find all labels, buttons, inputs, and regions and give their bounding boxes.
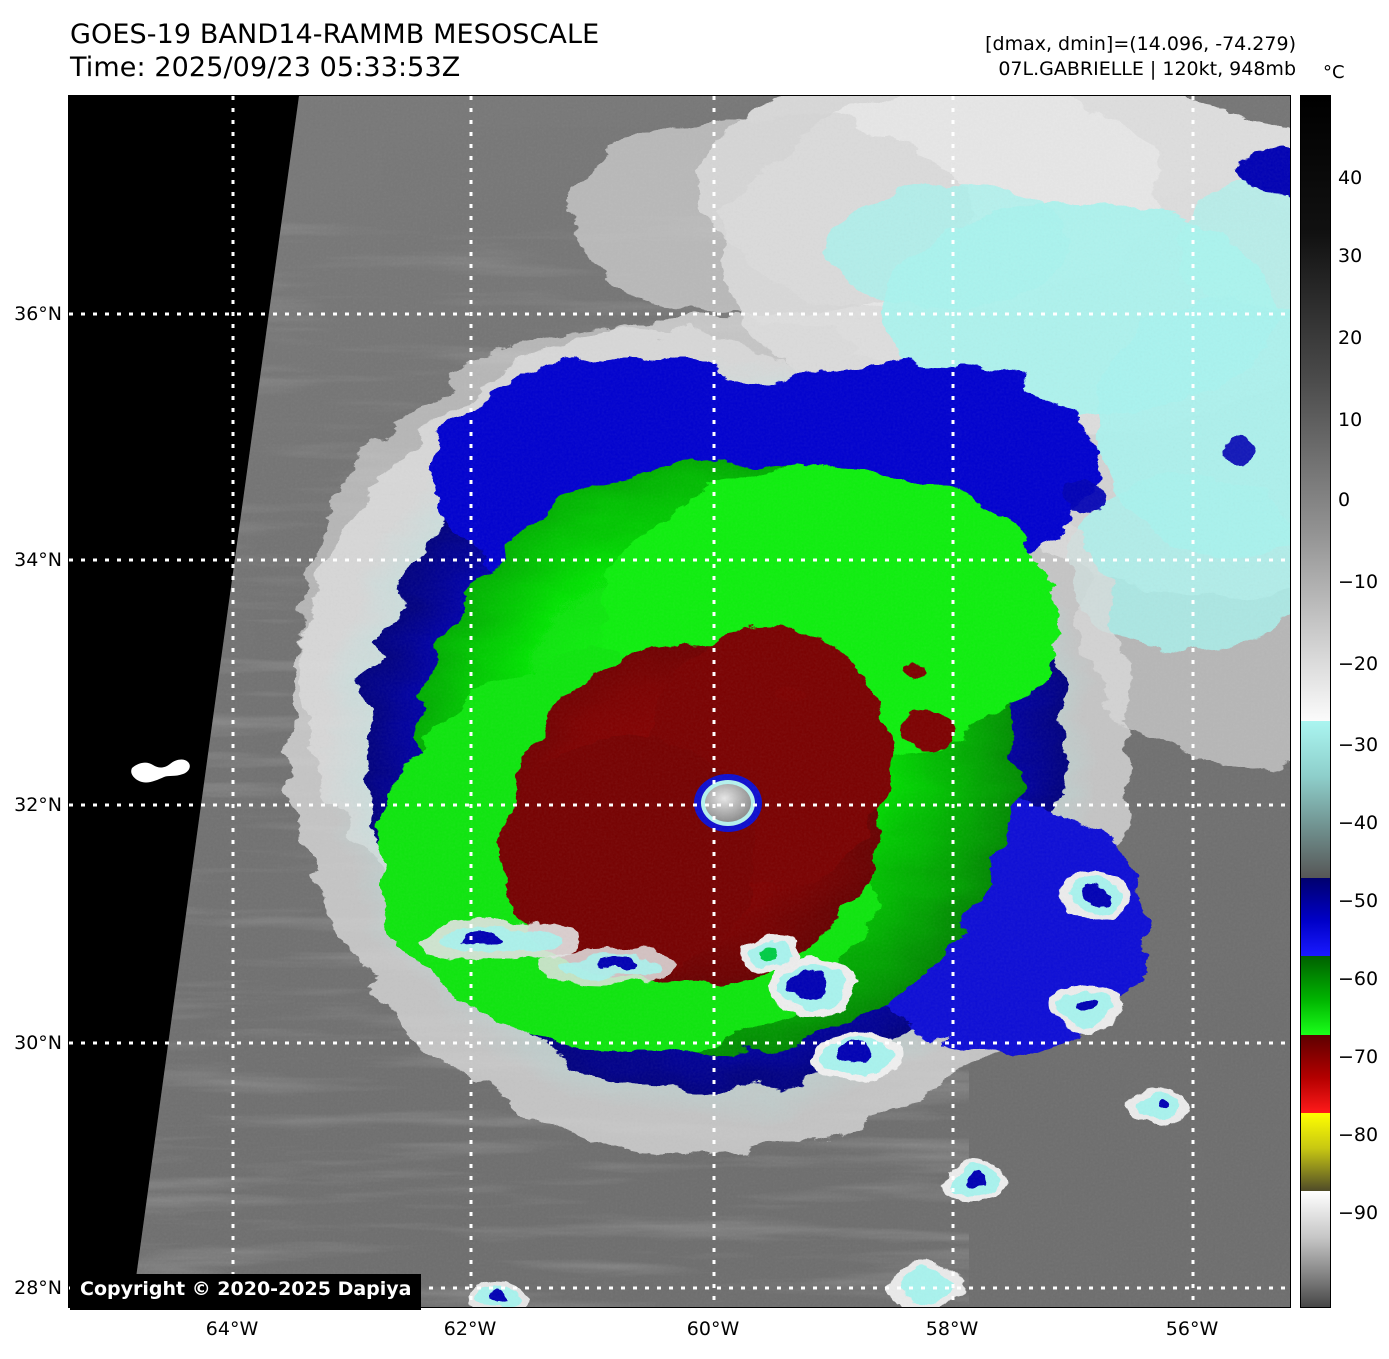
cbar-tick-m90: −90 (1338, 1202, 1379, 1224)
cbar-tick-40: 40 (1338, 167, 1363, 189)
lat-label-32n: 32°N (14, 794, 62, 816)
colorbar-unit-label: °C (1323, 62, 1345, 83)
lat-label-30n: 30°N (14, 1032, 62, 1054)
timestamp-label: Time: 2025/09/23 05:33:53Z (70, 52, 461, 83)
satellite-map[interactable] (68, 95, 1291, 1308)
colorbar (1300, 95, 1331, 1308)
lon-label-56w: 56°W (1165, 1318, 1219, 1340)
cbar-tick-20: 20 (1338, 327, 1363, 349)
storm-info-label: 07L.GABRIELLE | 120kt, 948mb (998, 58, 1296, 80)
lon-label-58w: 58°W (925, 1318, 979, 1340)
cbar-tick-m10: −10 (1338, 571, 1379, 593)
lon-label-60w: 60°W (686, 1318, 740, 1340)
cbar-tick-30: 30 (1338, 245, 1363, 267)
cbar-tick-m40: −40 (1338, 812, 1379, 834)
lon-label-64w: 64°W (205, 1318, 259, 1340)
lon-label-62w: 62°W (443, 1318, 497, 1340)
cbar-tick-m60: −60 (1338, 968, 1379, 990)
cbar-tick-m70: −70 (1338, 1046, 1379, 1068)
cbar-tick-m80: −80 (1338, 1124, 1379, 1146)
cbar-tick-m30: −30 (1338, 734, 1379, 756)
colorbar-gradient (1301, 96, 1330, 1307)
lat-label-28n: 28°N (14, 1277, 62, 1299)
lat-label-34n: 34°N (14, 549, 62, 571)
bermuda-island (131, 759, 190, 783)
page-title: GOES-19 BAND14-RAMMB MESOSCALE (70, 19, 600, 50)
cbar-tick-m20: −20 (1338, 653, 1379, 675)
graticule (69, 96, 1290, 1307)
dmax-dmin-label: [dmax, dmin]=(14.096, -74.279) (985, 33, 1296, 55)
copyright-notice: Copyright © 2020-2025 Dapiya (70, 1274, 422, 1310)
satellite-imagery (69, 96, 1290, 1307)
cbar-tick-10: 10 (1338, 409, 1363, 431)
lat-label-36n: 36°N (14, 303, 62, 325)
cbar-tick-m50: −50 (1338, 890, 1379, 912)
cbar-tick-0: 0 (1338, 489, 1351, 511)
